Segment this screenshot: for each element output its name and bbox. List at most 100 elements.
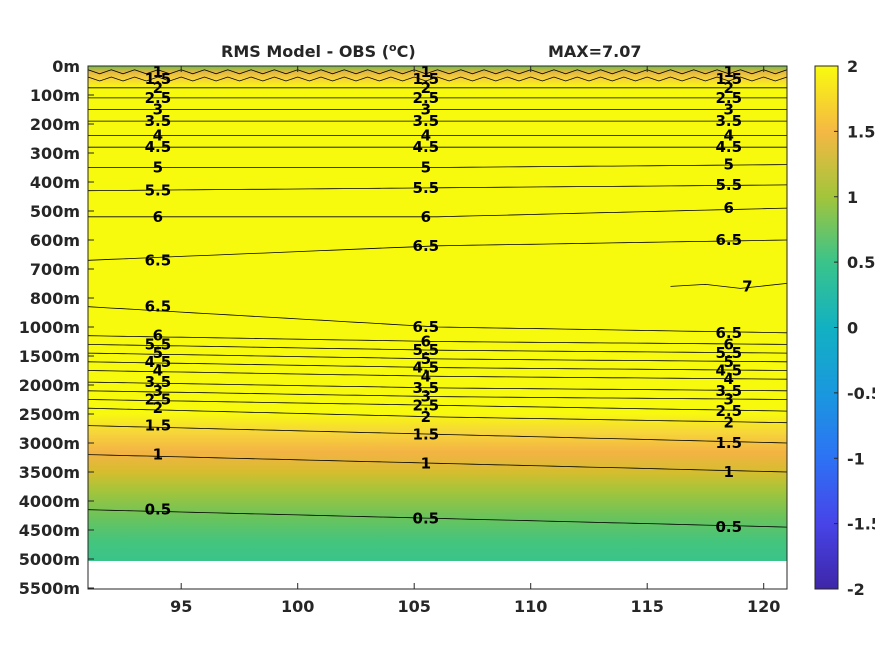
contour-label: 4.5 <box>715 138 742 156</box>
contour-label: 1 <box>724 63 734 81</box>
y-tick-label: 5500m <box>19 579 80 598</box>
contour-label: 1.5 <box>715 434 742 452</box>
contour-label: 3.5 <box>145 112 172 130</box>
y-tick-label: 4500m <box>19 521 80 540</box>
contour-line <box>87 425 788 444</box>
contour-label: 6 <box>153 208 163 226</box>
max-value-label: MAX=7.07 <box>548 42 642 61</box>
contour-label: 3 <box>724 101 734 119</box>
y-tick-label: 2500m <box>19 405 80 424</box>
contour-label: 2.5 <box>145 89 172 107</box>
contour-label: 1 <box>421 63 431 81</box>
contour-label: 5.5 <box>715 344 742 362</box>
contour-label: 4 <box>421 367 431 385</box>
y-tick-label: 0m <box>52 57 80 76</box>
contour-label: 6.5 <box>715 324 742 342</box>
contour-label: 7 <box>742 277 752 295</box>
y-tick-label: 600m <box>30 231 80 250</box>
contour-label: 4 <box>421 127 431 145</box>
contour-label: 6 <box>421 208 431 226</box>
y-tick-label: 2000m <box>19 376 80 395</box>
colorbar-tick-label: -0.5 <box>847 384 875 403</box>
colorbar-tick-label: 1 <box>847 188 858 207</box>
colorbar-tick-label: 0 <box>847 319 858 338</box>
contour-label: 3 <box>153 101 163 119</box>
contour-label: 6 <box>421 333 431 351</box>
y-tick-label: 3000m <box>19 434 80 453</box>
contour-line <box>87 399 788 412</box>
x-tick-label: 95 <box>170 597 192 616</box>
contour-label: 4 <box>724 127 734 145</box>
y-tick-label: 400m <box>30 173 80 192</box>
contour-label: 4 <box>153 362 163 380</box>
colorbar-tick-label: -1 <box>847 449 865 468</box>
contour-label: 3 <box>724 391 734 409</box>
contour-label: 5.5 <box>715 176 742 194</box>
x-tick-label: 120 <box>747 597 780 616</box>
y-tick-label: 1500m <box>19 347 80 366</box>
contour-label: 0.5 <box>145 501 172 519</box>
contour-label: 1 <box>421 454 431 472</box>
colorbar-tick-label: -1.5 <box>847 515 875 534</box>
contour-label: 4.5 <box>145 353 172 371</box>
y-tick-label: 100m <box>30 86 80 105</box>
y-tick-label: 1000m <box>19 318 80 337</box>
colorbar-tick-label: 2 <box>847 57 858 76</box>
contour-line <box>87 390 788 400</box>
contour-label: 0.5 <box>715 518 742 536</box>
contour-label: 6.5 <box>413 318 440 336</box>
contour-label: 2 <box>421 79 431 97</box>
y-tick-label: 800m <box>30 289 80 308</box>
contour-label: 1.5 <box>715 70 742 88</box>
contour-line <box>88 207 788 218</box>
contour-label: 2.5 <box>413 396 440 414</box>
plot-area: 1 1 11.5 1.5 1.52 2 22.5 2.5 2.53 3 33.5 3.5 3.54 4 44… <box>87 63 788 590</box>
y-tick-label: 3500m <box>19 463 80 482</box>
y-tick-label: 4000m <box>19 492 80 511</box>
contour-line <box>87 76 788 82</box>
contour-label: 3.5 <box>413 112 440 130</box>
contour-line <box>87 454 788 473</box>
contour-label: 6 <box>724 199 734 217</box>
contour-label: 5 <box>724 353 734 371</box>
contour-label: 3.5 <box>715 382 742 400</box>
contour-label: 4 <box>724 370 734 388</box>
contour-label: 1.5 <box>145 417 172 435</box>
contour-label: 3.5 <box>413 379 440 397</box>
contour-label: 2 <box>153 399 163 417</box>
contour-label: 3 <box>153 382 163 400</box>
contour-line <box>87 370 788 380</box>
contour-label: 2 <box>724 414 734 432</box>
contour-label: 1 <box>153 446 163 464</box>
contour-label: 5.5 <box>145 335 172 353</box>
contour-label: 6.5 <box>413 237 440 255</box>
y-axis-ticks: 0m 100m 200m 300m 400m 500m 600m 700m 800m 1000m 1… <box>19 57 94 598</box>
contour-line <box>670 283 788 289</box>
contour-line <box>87 335 788 345</box>
y-tick-label: 500m <box>30 202 80 221</box>
contour-line <box>87 69 788 75</box>
contour-line <box>87 306 788 334</box>
contour-label: 3.5 <box>715 112 742 130</box>
x-tick-label: 110 <box>514 597 547 616</box>
contour-label: 2.5 <box>715 89 742 107</box>
contour-label: 6.5 <box>145 298 172 316</box>
contour-label: 5 <box>153 159 163 177</box>
contour-line <box>87 239 788 261</box>
contour-label: 5 <box>421 350 431 368</box>
contour-label: 1.5 <box>145 70 172 88</box>
contour-label: 1 <box>153 63 163 81</box>
contour-label: 2.5 <box>145 391 172 409</box>
colorbar-tick-label: 1.5 <box>847 122 875 141</box>
contour-line <box>87 509 788 528</box>
contour-label: 3.5 <box>145 373 172 391</box>
colorbar-tick-label: -2 <box>847 580 865 599</box>
contour-label: 4.5 <box>413 359 440 377</box>
contour-line <box>87 361 788 371</box>
x-axis-ticks: 95 100 105 110 115 120 <box>170 66 780 616</box>
y-tick-label: 5000m <box>19 550 80 569</box>
contour-label: 3 <box>421 388 431 406</box>
contour-label: 2.5 <box>413 89 440 107</box>
contour-label: 5 <box>153 344 163 362</box>
